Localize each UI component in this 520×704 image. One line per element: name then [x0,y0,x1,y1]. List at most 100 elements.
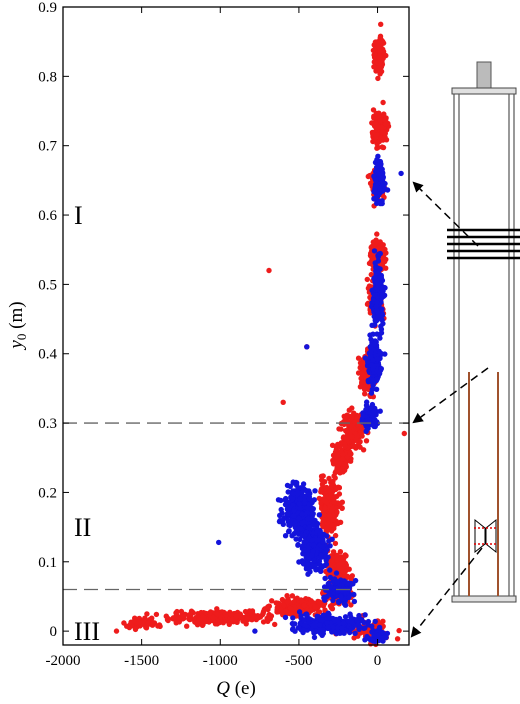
data-point [314,545,320,552]
data-point [330,549,337,555]
data-point [377,48,383,54]
data-point [214,606,220,612]
x-axis-label: Q (e) [216,678,256,699]
data-point [326,475,332,482]
data-point [374,299,380,306]
data-point [349,434,355,440]
data-point [371,64,377,70]
data-point [338,556,344,562]
data-point [301,617,307,623]
data-point [309,551,315,558]
data-point [329,536,335,542]
data-point [369,401,376,408]
data-point [289,620,296,627]
data-point [324,593,330,600]
data-point [320,496,326,502]
data-point [328,605,335,611]
data-point [367,354,374,360]
data-point [265,618,271,624]
data-point [278,607,285,613]
data-point [365,425,371,432]
data-point [295,525,302,531]
data-point [379,306,385,312]
data-point [383,634,389,641]
data-point [372,260,378,266]
data-point [348,602,354,608]
data-point [274,609,280,615]
data-point [283,495,289,502]
data-point [334,625,340,631]
data-point [363,438,370,444]
data-point [354,433,360,439]
data-point [375,144,381,151]
data-point [368,271,374,278]
data-point [305,516,311,522]
data-point [184,623,190,629]
y-tick-label: 0.8 [38,69,57,85]
data-point [165,617,171,624]
data-point [285,511,291,517]
data-point [342,572,348,578]
data-point [361,629,367,635]
arrow-target [410,547,483,638]
data-point [312,604,318,610]
data-point [340,620,347,626]
y-axis-ticks: 0 0.1 0.2 0.3 0.4 0.5 0.6 0.7 0.8 0.9 [38,0,409,640]
data-point [174,608,180,615]
y-tick-label: 0.4 [38,347,57,363]
data-point [349,414,355,421]
data-point [377,250,383,257]
data-point [363,406,369,413]
data-point [313,628,319,635]
data-point [305,544,312,551]
data-point [377,118,383,124]
data-point [375,282,381,288]
data-point [371,189,377,195]
data-point [324,620,330,626]
data-point [339,456,345,462]
data-point [294,595,300,601]
scatter-points [113,21,407,648]
data-point [251,614,257,620]
data-point [310,522,317,528]
data-point [304,344,310,350]
data-point [350,442,356,449]
data-point [369,386,375,393]
data-point [113,628,120,634]
data-point [377,408,383,414]
data-point [348,614,354,620]
data-point [310,622,316,629]
data-point [330,482,336,488]
data-point [326,612,332,618]
data-point [361,619,367,626]
data-point [355,622,361,629]
data-point [265,606,271,613]
data-point [343,427,350,434]
data-point [322,505,328,512]
y-tick-label: 0.5 [38,277,57,293]
data-point [285,489,291,495]
data-point [361,386,368,393]
data-point [316,600,323,606]
data-point [303,611,309,618]
data-point [333,468,339,475]
data-point [266,267,272,274]
data-point [259,611,266,618]
data-point [352,577,359,584]
data-point [301,493,308,500]
data-point [322,479,328,485]
data-point [283,608,289,614]
data-point [358,363,364,370]
data-point [282,614,289,621]
data-point [346,594,352,601]
data-point [378,330,385,336]
data-point [378,38,385,45]
data-point [314,613,320,619]
data-point [371,59,377,65]
y-tick-label: 0.7 [38,139,57,155]
data-point [327,513,333,519]
data-point [300,560,306,566]
data-point [375,309,381,315]
data-point [371,408,377,415]
